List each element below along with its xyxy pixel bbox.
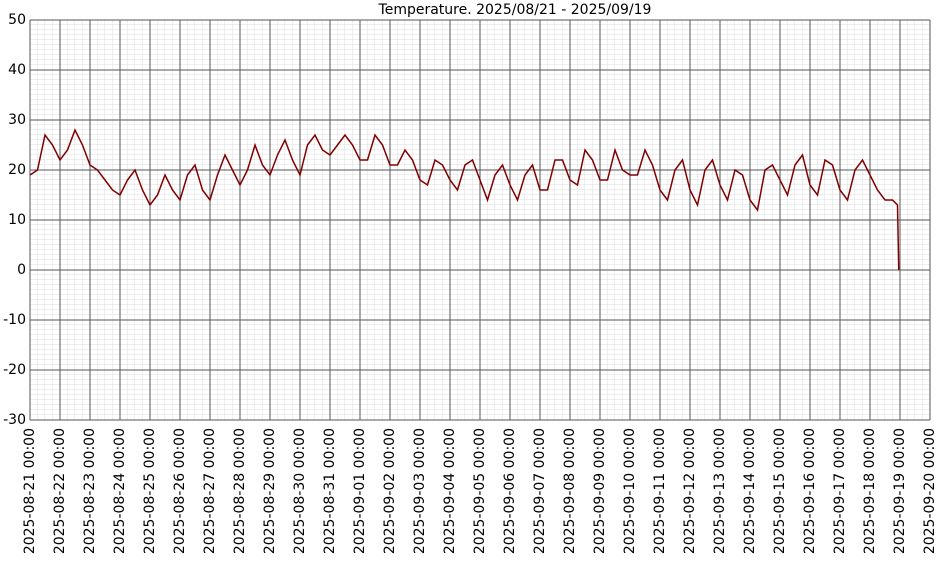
line xyxy=(29,128,900,271)
x-tick-label: 2025-08-22 00:00 xyxy=(52,428,68,554)
x-tick-label: 2025-09-13 00:00 xyxy=(712,428,728,554)
x-tick-label: 2025-09-01 00:00 xyxy=(352,428,368,554)
x-tick-label: 2025-09-04 00:00 xyxy=(442,428,458,554)
x-tick-label: 2025-08-24 00:00 xyxy=(112,428,128,554)
y-tick-label: 30 xyxy=(8,112,26,128)
x-tick-label: 2025-09-10 00:00 xyxy=(622,428,638,554)
x-tick-label: 2025-09-15 00:00 xyxy=(772,428,788,554)
x-tick-label: 2025-09-09 00:00 xyxy=(592,428,608,554)
y-tick-label: -20 xyxy=(3,362,26,378)
x-tick-label: 2025-09-12 00:00 xyxy=(682,428,698,554)
y-tick-label: 0 xyxy=(17,262,26,278)
x-tick-label: 2025-08-27 00:00 xyxy=(202,428,218,554)
x-tick-label: 2025-09-19 00:00 xyxy=(892,428,908,554)
x-tick-label: 2025-09-02 00:00 xyxy=(382,428,398,554)
x-tick-label: 2025-09-03 00:00 xyxy=(412,428,428,554)
x-tick-label: 2025-08-29 00:00 xyxy=(262,428,278,554)
x-tick-label: 2025-08-28 00:00 xyxy=(232,428,248,554)
x-tick-label: 2025-09-16 00:00 xyxy=(802,428,818,554)
x-tick-label: 2025-08-23 00:00 xyxy=(82,428,98,554)
y-tick-label: 20 xyxy=(8,162,26,178)
x-tick-label: 2025-09-14 00:00 xyxy=(742,428,758,554)
y-tick-label: 50 xyxy=(8,12,26,28)
y-tick-label: -30 xyxy=(3,412,26,428)
x-tick-label: 2025-09-11 00:00 xyxy=(652,428,668,554)
x-tick-label: 2025-09-05 00:00 xyxy=(472,428,488,554)
chart-title: Temperature. 2025/08/21 - 2025/09/19 xyxy=(378,2,652,18)
x-tick-label: 2025-08-30 00:00 xyxy=(292,428,308,554)
x-tick-label: 2025-08-21 00:00 xyxy=(22,428,38,554)
x-tick-label: 2025-08-26 00:00 xyxy=(172,428,188,554)
x-tick-label: 2025-09-18 00:00 xyxy=(862,428,878,554)
x-tick-label: 2025-08-31 00:00 xyxy=(322,428,338,554)
y-tick-label: -10 xyxy=(3,312,26,328)
x-tick-label: 2025-08-25 00:00 xyxy=(142,428,158,554)
y-tick-label: 10 xyxy=(8,212,26,228)
x-tick-label: 2025-09-06 00:00 xyxy=(502,428,518,554)
x-tick-label: 2025-09-08 00:00 xyxy=(562,428,578,554)
x-tick-label: 2025-09-17 00:00 xyxy=(832,428,848,554)
y-tick-label: 40 xyxy=(8,62,26,78)
x-tick-label: 2025-09-20 00:00 xyxy=(922,428,938,554)
x-tick-label: 2025-09-07 00:00 xyxy=(532,428,548,554)
